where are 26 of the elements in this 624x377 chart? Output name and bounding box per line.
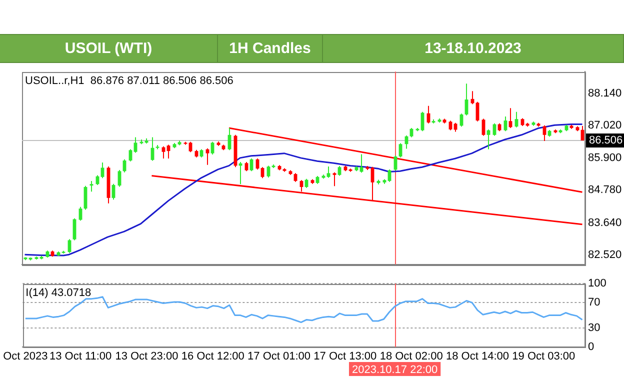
x-tick-label: 17 Oct 01:00 — [248, 350, 311, 363]
x-tick-label: 13 Oct 23:00 — [115, 350, 178, 363]
y-tick-label: 83.640 — [588, 216, 622, 229]
annotation: I(14) 43.0718 — [26, 287, 92, 300]
x-tick-label: Oct 2023 — [3, 350, 48, 363]
x-tick-label: 2023.10.17 22:00 — [352, 364, 438, 376]
y-tick-label: 30 — [588, 322, 600, 334]
chart-title: USOIL (WTI) — [0, 35, 218, 62]
y-tick-label: 82.520 — [588, 249, 622, 262]
ref-line-label: 86.506 — [589, 134, 623, 147]
x-tick-label: 18 Oct 14:00 — [446, 350, 509, 363]
x-tick-label: 19 Oct 03:00 — [512, 350, 576, 363]
x-tick-label: 13 Oct 11:00 — [49, 350, 112, 363]
chart-subtitle: 1H Candles — [218, 35, 323, 62]
y-tick-label: 70 — [588, 296, 600, 309]
x-tick-label: 16 Oct 12:00 — [181, 350, 244, 363]
x-tick-label: 18 Oct 02:00 — [380, 350, 443, 363]
text: 13-18.10.2023 — [323, 35, 624, 62]
y-tick-label: 100 — [588, 278, 606, 290]
annotation: USOIL..r,H1 86.876 87.011 86.506 86.506 — [25, 75, 234, 88]
x-tick-label: 17 Oct 13:00 — [314, 350, 377, 363]
y-tick-label: 85.900 — [588, 152, 622, 164]
y-tick-label: 84.780 — [588, 184, 622, 196]
y-tick-label: 0 — [588, 341, 594, 354]
y-tick-label: 88.140 — [588, 88, 622, 100]
y-tick-label: 87.020 — [588, 120, 622, 132]
